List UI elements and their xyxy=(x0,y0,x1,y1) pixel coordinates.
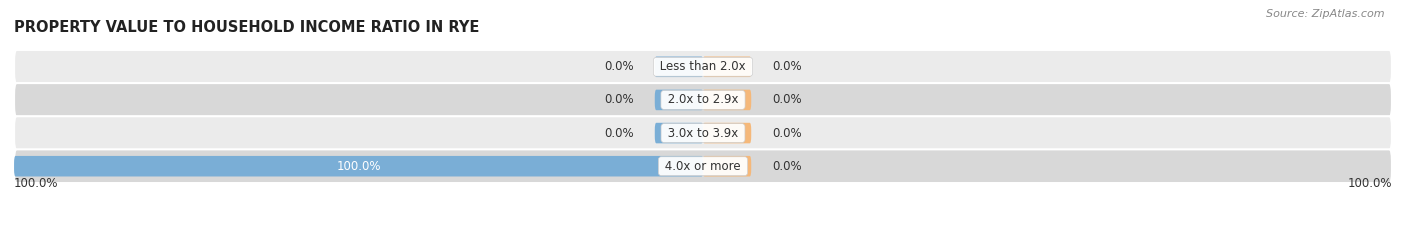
Text: 100.0%: 100.0% xyxy=(14,177,59,190)
FancyBboxPatch shape xyxy=(14,156,703,176)
FancyBboxPatch shape xyxy=(655,90,703,110)
Text: 0.0%: 0.0% xyxy=(772,93,801,106)
FancyBboxPatch shape xyxy=(703,123,751,143)
FancyBboxPatch shape xyxy=(14,116,1392,150)
FancyBboxPatch shape xyxy=(14,149,1392,183)
Text: 0.0%: 0.0% xyxy=(772,127,801,140)
Text: Less than 2.0x: Less than 2.0x xyxy=(657,60,749,73)
FancyBboxPatch shape xyxy=(14,83,1392,117)
Text: 3.0x to 3.9x: 3.0x to 3.9x xyxy=(664,127,742,140)
Text: Source: ZipAtlas.com: Source: ZipAtlas.com xyxy=(1267,9,1385,19)
FancyBboxPatch shape xyxy=(703,156,751,176)
FancyBboxPatch shape xyxy=(655,123,703,143)
Text: 0.0%: 0.0% xyxy=(605,60,634,73)
Text: 0.0%: 0.0% xyxy=(605,93,634,106)
FancyBboxPatch shape xyxy=(703,57,751,77)
FancyBboxPatch shape xyxy=(703,90,751,110)
Text: 2.0x to 2.9x: 2.0x to 2.9x xyxy=(664,93,742,106)
Text: 0.0%: 0.0% xyxy=(772,160,801,173)
Text: 4.0x or more: 4.0x or more xyxy=(661,160,745,173)
Text: 0.0%: 0.0% xyxy=(605,127,634,140)
FancyBboxPatch shape xyxy=(14,50,1392,84)
Text: 100.0%: 100.0% xyxy=(1347,177,1392,190)
Text: 100.0%: 100.0% xyxy=(336,160,381,173)
FancyBboxPatch shape xyxy=(655,57,703,77)
Text: PROPERTY VALUE TO HOUSEHOLD INCOME RATIO IN RYE: PROPERTY VALUE TO HOUSEHOLD INCOME RATIO… xyxy=(14,20,479,35)
Text: 0.0%: 0.0% xyxy=(772,60,801,73)
